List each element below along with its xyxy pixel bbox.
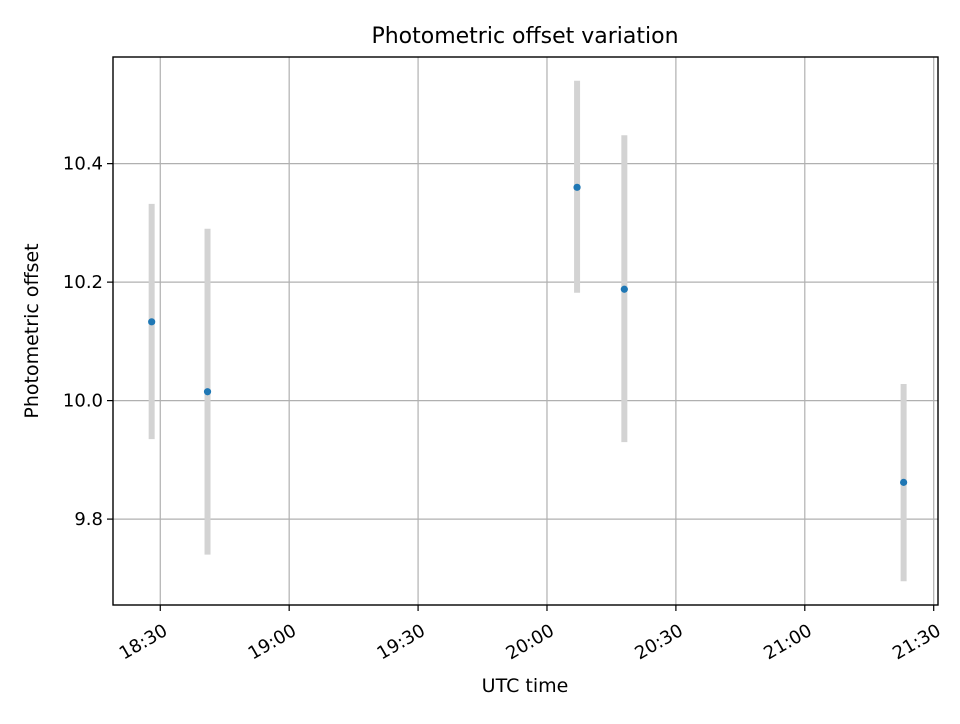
x-tick-label: 20:30 (631, 620, 686, 664)
y-tick-label: 10.2 (63, 272, 103, 293)
data-point (148, 318, 156, 326)
y-axis-label: Photometric offset (21, 243, 43, 418)
data-point (203, 388, 212, 396)
data-point (620, 285, 628, 293)
tick-layer: 18:30 19:00 19:30 20:00 20:30 21:00 21:30 9.8 10… (63, 154, 945, 665)
errorbar-layer (148, 80, 907, 582)
x-tick-label: 21:00 (760, 620, 815, 664)
x-tick-label: 21:30 (889, 620, 944, 664)
y-tick-label: 10.4 (63, 154, 103, 175)
data-point (573, 183, 581, 191)
grid-layer (113, 57, 938, 605)
data-point (900, 478, 908, 486)
point-layer (148, 183, 908, 486)
x-tick-label: 19:30 (374, 620, 429, 664)
x-axis-label: UTC time (482, 675, 569, 697)
x-tick-label: 19:00 (245, 620, 300, 664)
y-tick-label: 9.8 (74, 509, 103, 530)
x-tick-label: 20:00 (502, 620, 557, 664)
y-tick-label: 10.0 (63, 391, 103, 412)
chart-title: Photometric offset variation (371, 24, 678, 49)
plot-frame (112, 56, 939, 606)
x-tick-label: 18:30 (116, 620, 171, 664)
